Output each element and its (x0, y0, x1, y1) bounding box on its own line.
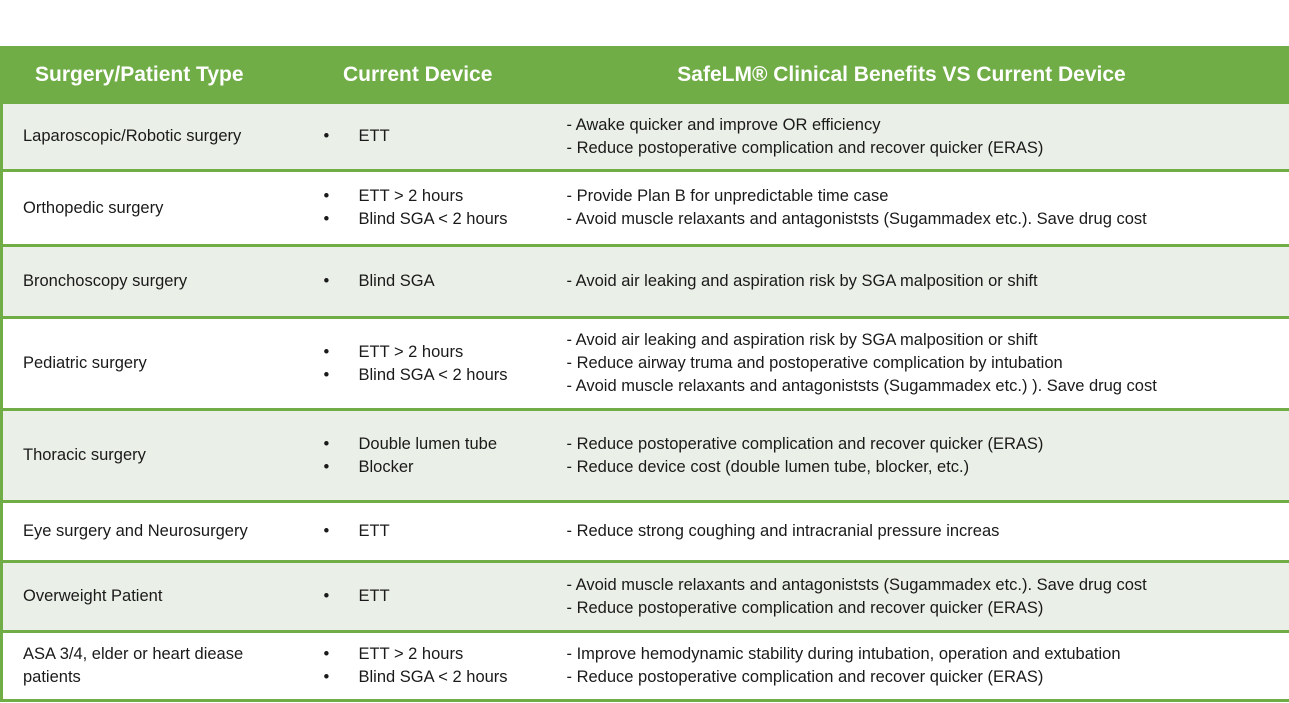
benefit-item: - Reduce postoperative complication and … (566, 138, 1044, 157)
device-cell: ETT (301, 500, 553, 563)
table-row: Pediatric surgery ETT > 2 hoursBlind SGA … (0, 316, 1289, 411)
device-item: Blocker (324, 456, 553, 479)
table-row: Orthopedic surgery ETT > 2 hoursBlind SGA… (0, 169, 1289, 247)
surgery-type-cell: Overweight Patient (0, 560, 302, 633)
device-item: Blind SGA (324, 270, 553, 293)
benefits-cell: - Avoid muscle relaxants and antagonists… (552, 560, 1289, 633)
benefits-cell: - Awake quicker and improve OR efficienc… (552, 101, 1289, 172)
header-benefits: SafeLM® Clinical Benefits VS Current Dev… (551, 46, 1289, 104)
device-item: ETT (324, 520, 553, 543)
benefit-item: - Avoid muscle relaxants and antagonists… (566, 377, 1157, 395)
surgery-type: Thoracic surgery (23, 446, 146, 464)
benefit-item: - Avoid muscle relaxants and antagonists… (566, 210, 1147, 228)
benefits-cell: - Avoid air leaking and aspiration risk … (552, 316, 1289, 411)
device-cell: Double lumen tubeBlocker (301, 408, 553, 503)
device-list: Blind SGA (324, 270, 553, 293)
surgery-type: ASA 3/4, elder or heart diease patients (23, 645, 244, 686)
device-item: ETT (324, 585, 553, 608)
comparison-table: Surgery/Patient Type Current Device Safe… (0, 46, 1289, 702)
device-item: Double lumen tube (324, 433, 553, 456)
surgery-type: Overweight Patient (23, 587, 163, 605)
device-cell: Blind SGA (301, 244, 553, 319)
header-row: Surgery/Patient Type Current Device Safe… (0, 46, 1289, 104)
surgery-type-cell: ASA 3/4, elder or heart diease patients (0, 630, 302, 702)
header-surgery-type: Surgery/Patient Type (0, 46, 303, 104)
device-item: ETT > 2 hours (324, 341, 553, 364)
table-row: ASA 3/4, elder or heart diease patients E… (0, 630, 1289, 702)
device-list: Double lumen tubeBlocker (324, 433, 553, 479)
table-row: Thoracic surgery Double lumen tubeBlocker… (0, 408, 1289, 503)
surgery-type-cell: Orthopedic surgery (0, 169, 302, 247)
device-cell: ETT > 2 hoursBlind SGA < 2 hours (301, 630, 553, 702)
benefit-item: - Reduce postoperative complication and … (566, 598, 1044, 617)
surgery-type: Laparoscopic/Robotic surgery (23, 127, 242, 145)
device-list: ETT (324, 125, 553, 148)
surgery-type-cell: Pediatric surgery (0, 316, 302, 411)
device-cell: ETT > 2 hoursBlind SGA < 2 hours (301, 316, 553, 411)
device-list: ETT > 2 hoursBlind SGA < 2 hours (324, 185, 553, 231)
benefit-item: - Avoid air leaking and aspiration risk … (566, 272, 1038, 290)
device-list: ETT (324, 585, 553, 608)
device-item: ETT > 2 hours (324, 643, 553, 666)
surgery-type: Pediatric surgery (23, 354, 147, 372)
device-list: ETT (324, 520, 553, 543)
benefit-item: - Improve hemodynamic stability during i… (566, 645, 1121, 663)
device-list: ETT > 2 hoursBlind SGA < 2 hours (324, 643, 553, 689)
surgery-type: Eye surgery and Neurosurgery (23, 522, 248, 540)
benefits-cell: - Provide Plan B for unpredictable time … (552, 169, 1289, 247)
device-item: ETT (324, 125, 553, 148)
device-cell: ETT > 2 hoursBlind SGA < 2 hours (301, 169, 553, 247)
device-list: ETT > 2 hoursBlind SGA < 2 hours (324, 341, 553, 387)
benefit-item: - Reduce device cost (double lumen tube,… (566, 457, 970, 476)
benefit-item: - Reduce postoperative complication and … (566, 668, 1044, 686)
benefit-item: - Reduce airway truma and postoperative … (566, 354, 1063, 372)
surgery-type: Orthopedic surgery (23, 198, 164, 217)
table-row: Overweight Patient ETT - Avoid muscle rela… (0, 560, 1289, 633)
header-current-device: Current Device (300, 46, 554, 104)
table-row: Laparoscopic/Robotic surgery ETT - Awake q… (0, 101, 1289, 172)
benefits-cell: - Avoid air leaking and aspiration risk … (552, 244, 1289, 319)
device-item: Blind SGA < 2 hours (324, 364, 553, 387)
surgery-type: Bronchoscopy surgery (23, 272, 188, 290)
benefit-item: - Avoid muscle relaxants and antagonists… (566, 575, 1147, 594)
table-row: Bronchoscopy surgery Blind SGA - Avoid air… (0, 244, 1289, 319)
device-item: Blind SGA < 2 hours (324, 666, 553, 689)
surgery-type-cell: Thoracic surgery (0, 408, 302, 503)
table-row: Eye surgery and Neurosurgery ETT - Reduce … (0, 500, 1289, 563)
benefit-item: - Awake quicker and improve OR efficienc… (566, 115, 881, 134)
benefit-item: - Avoid air leaking and aspiration risk … (566, 331, 1038, 349)
benefits-cell: - Reduce strong coughing and intracrania… (552, 500, 1289, 563)
device-cell: ETT (301, 101, 553, 172)
benefit-item: - Reduce postoperative complication and … (566, 434, 1044, 453)
device-item: ETT > 2 hours (324, 185, 553, 208)
surgery-type-cell: Laparoscopic/Robotic surgery (0, 101, 302, 172)
benefits-cell: - Improve hemodynamic stability during i… (552, 630, 1289, 702)
surgery-type-cell: Bronchoscopy surgery (0, 244, 302, 319)
device-cell: ETT (301, 560, 553, 633)
surgery-type-cell: Eye surgery and Neurosurgery (0, 500, 302, 563)
benefit-item: - Reduce strong coughing and intracrania… (566, 522, 1000, 540)
benefits-cell: - Reduce postoperative complication and … (552, 408, 1289, 503)
benefit-item: - Provide Plan B for unpredictable time … (566, 187, 889, 205)
device-item: Blind SGA < 2 hours (324, 208, 553, 231)
